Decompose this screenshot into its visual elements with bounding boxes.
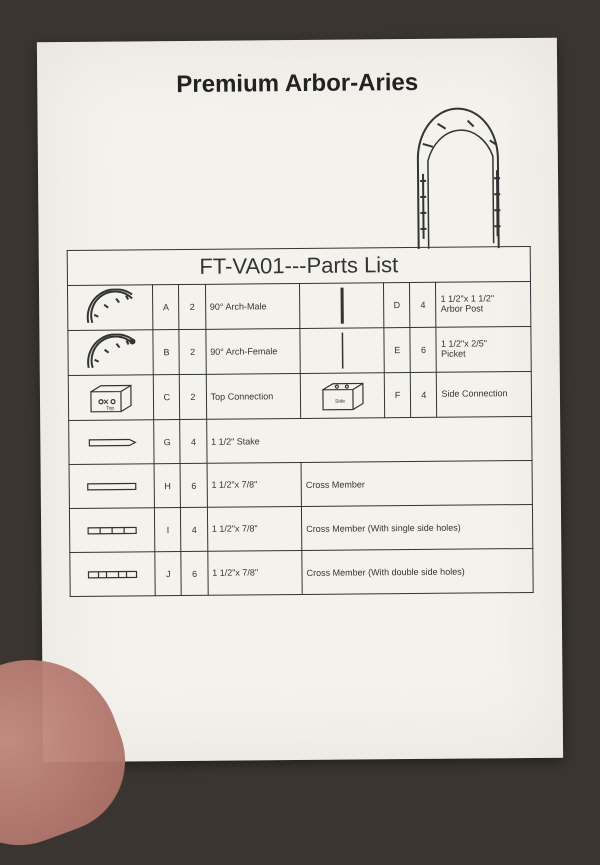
part-desc: 1 1/2" Stake — [206, 416, 532, 463]
table-row: J 6 1 1/2"x 7/8" Cross Member (With doub… — [70, 548, 533, 596]
part-diagram — [69, 508, 155, 553]
part-desc: Cross Member (With double side holes) — [302, 548, 533, 594]
part-letter: J — [155, 552, 182, 596]
part-desc: 90° Arch-Male — [205, 283, 300, 329]
part-letter: E — [384, 328, 411, 373]
part-desc: Top Connection — [206, 373, 301, 419]
part-dim: 1 1/2"x 7/8" — [207, 462, 302, 507]
part-qty: 2 — [179, 329, 206, 374]
part-letter: F — [384, 373, 411, 418]
part-dim: 1 1/2"x 7/8" — [207, 506, 302, 551]
part-letter: A — [153, 285, 180, 330]
part-qty: 4 — [411, 372, 438, 417]
part-qty: 6 — [181, 463, 208, 507]
part-desc: Cross Member (With single side holes) — [302, 504, 533, 550]
part-desc: 90° Arch-Female — [206, 328, 301, 374]
part-diagram: Side — [300, 373, 384, 419]
part-dim: 1 1/2"x 7/8" — [208, 550, 303, 595]
part-diagram — [67, 285, 153, 331]
part-desc: Side Connection — [437, 371, 532, 417]
part-qty: 4 — [180, 419, 207, 463]
table-row: B 2 90° Arch-Female E 6 1 1/2"x 2/5"Pick… — [68, 326, 531, 375]
part-letter: D — [384, 283, 411, 328]
part-desc: Cross Member — [301, 460, 532, 506]
part-diagram — [70, 552, 156, 597]
arbor-illustration — [397, 98, 518, 249]
part-letter: C — [154, 375, 181, 420]
part-qty: 2 — [179, 284, 206, 329]
table-row: Top C 2 Top Connection Side F 4 Side Con… — [68, 371, 531, 420]
part-diagram: Top — [68, 375, 154, 421]
svg-text:Top: Top — [106, 406, 114, 412]
part-diagram — [69, 420, 155, 465]
part-letter: G — [154, 420, 181, 464]
table-row: G 4 1 1/2" Stake — [69, 416, 532, 464]
table-row: H 6 1 1/2"x 7/8" Cross Member — [69, 460, 532, 508]
table-row: A 2 90° Arch-Male D 4 1 1/2"x 1 1/2"Arbo… — [67, 281, 530, 330]
part-qty: 4 — [181, 507, 208, 551]
part-diagram — [300, 283, 384, 329]
part-diagram — [300, 328, 384, 374]
part-letter: H — [154, 464, 181, 508]
part-qty: 6 — [181, 551, 208, 595]
part-qty: 2 — [180, 374, 207, 419]
document-title: Premium Arbor-Aries — [65, 68, 529, 100]
part-qty: 6 — [410, 327, 437, 372]
part-letter: I — [155, 508, 182, 552]
instruction-sheet: Premium Arbor-Aries — [37, 38, 563, 763]
table-row: I 4 1 1/2"x 7/8" Cross Member (With sing… — [69, 504, 532, 552]
part-desc: 1 1/2"x 1 1/2"Arbor Post — [436, 281, 531, 327]
parts-table: A 2 90° Arch-Male D 4 1 1/2"x 1 1/2"Arbo… — [67, 281, 534, 597]
part-letter: B — [153, 330, 180, 375]
parts-list-title: FT-VA01---Parts List — [67, 246, 531, 285]
part-diagram — [69, 464, 155, 509]
part-qty: 4 — [410, 282, 437, 327]
part-desc: 1 1/2"x 2/5"Picket — [436, 326, 531, 372]
svg-text:Side: Side — [335, 399, 345, 405]
part-diagram — [68, 330, 154, 376]
